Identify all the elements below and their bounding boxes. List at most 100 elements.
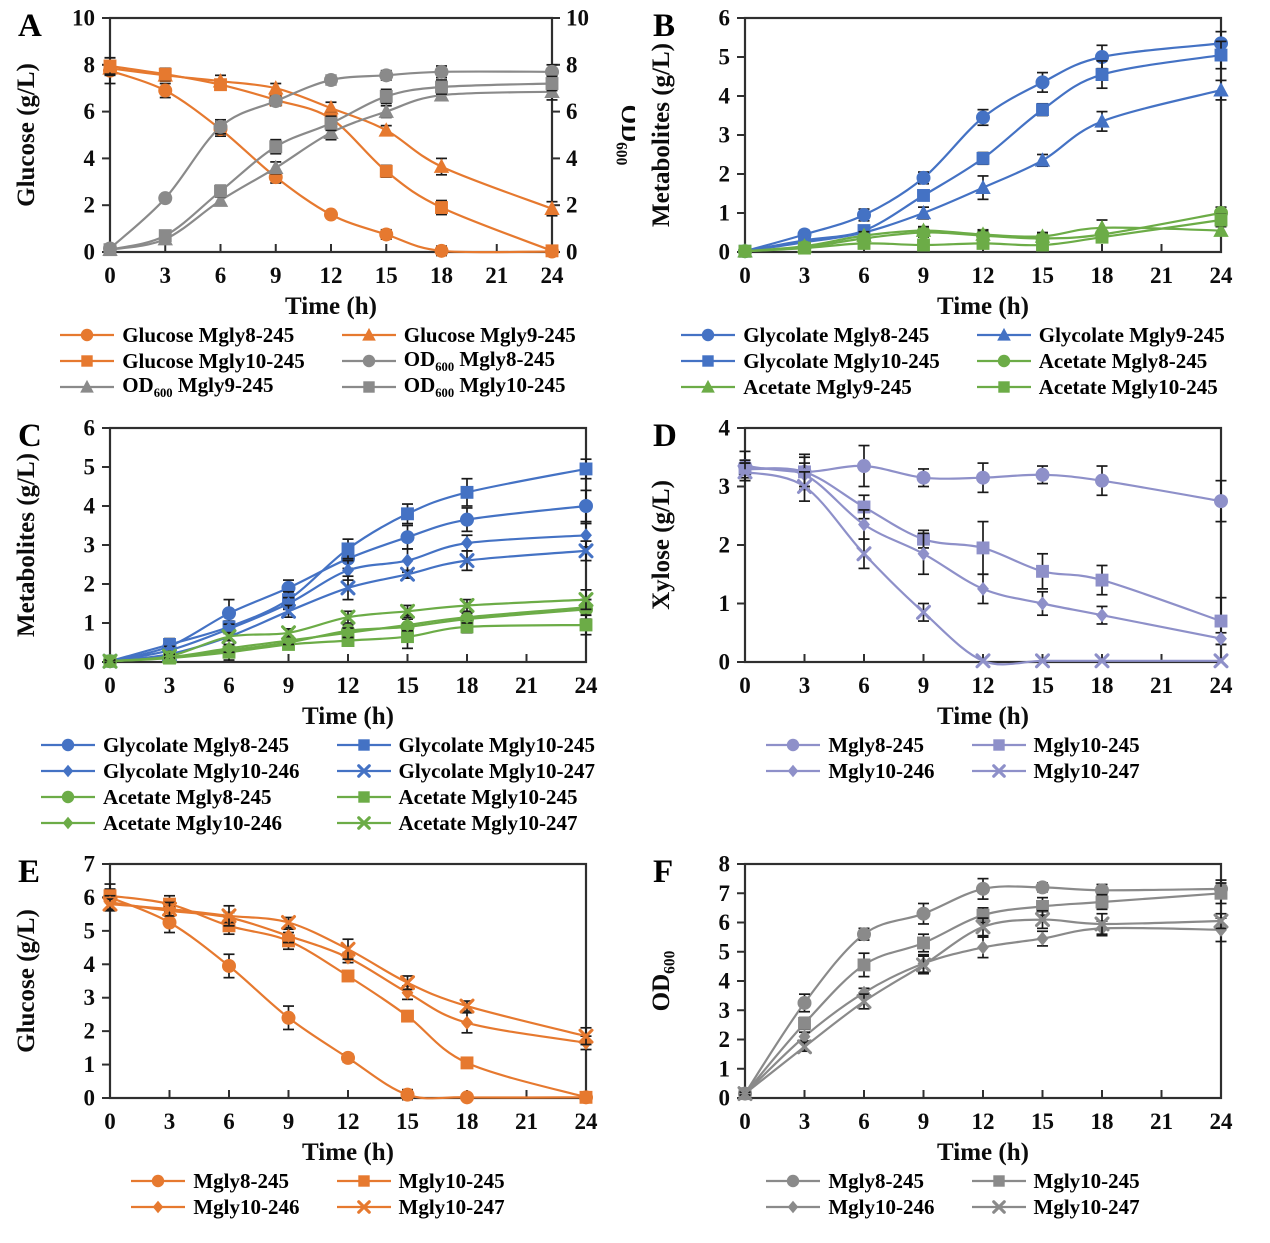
y-tick-label: 4 [84, 952, 96, 977]
x-tick-label: 6 [858, 673, 870, 698]
x-tick-label: 15 [1031, 673, 1054, 698]
x-tick-label: 21 [515, 1109, 538, 1134]
y-axis-title: Xylose (g/L) [648, 480, 675, 610]
legend-label: Glucose Mgly8-245 [122, 322, 295, 347]
y-tick-label: 8 [84, 52, 96, 77]
y-tick-label: 4 [84, 146, 96, 171]
legend-item-od600-mgly8-245: OD600 Mgly8-245 [341, 346, 576, 375]
y-tick-label: 1 [84, 1052, 96, 1077]
y-tick-label: 0 [84, 650, 96, 675]
legend-label: Mgly8-245 [828, 1168, 924, 1193]
y-tick-label: 4 [719, 416, 731, 441]
x-tick-label: 15 [396, 673, 419, 698]
legend-marker-sample [336, 1175, 391, 1187]
panel-f: F 0 1 2 3 4 5 6 7 8 OD600 0 3 6 9 12 15 18 21 24 Time (h) M… [635, 848, 1270, 1232]
legend-label: Glycolate Mgly10-247 [398, 758, 596, 783]
series-od600-mgly8-245 [103, 63, 559, 256]
y-right-tick-label: 0 [566, 240, 578, 265]
series-od600-mgly10-245 [103, 75, 559, 257]
series-markers [102, 592, 594, 669]
series-markers [103, 77, 559, 257]
panel-a: A 0 2 4 6 8 10 Glucose (g/L) 0 2 4 6 8 10 OD600 0 3 6 9 12… [0, 2, 635, 412]
series-glycolate-mgly10-247 [102, 540, 594, 669]
x-tick-label: 18 [430, 263, 453, 288]
legend-label: Acetate Mgly10-246 [102, 810, 282, 835]
y-tick-label: 10 [72, 6, 95, 31]
legend-label: OD600 Mgly9-245 [122, 372, 274, 401]
y-tick-label: 2 [84, 1019, 96, 1044]
legend-label: Glucose Mgly9-245 [403, 322, 576, 347]
x-tick-label: 21 [1150, 673, 1173, 698]
legend-item-od600-mgly9-245: OD600 Mgly9-245 [59, 372, 305, 401]
legend-label: Mgly8-245 [828, 732, 924, 757]
legend-item-mgly8-245: Mgly8-245 [130, 1168, 299, 1194]
series-line [109, 894, 587, 1099]
x-tick-label: 0 [739, 263, 751, 288]
x-tick-label: 3 [799, 263, 811, 288]
legend-item-mgly10-245: Mgly10-245 [336, 1168, 505, 1194]
legend-label: OD600 Mgly8-245 [403, 346, 556, 375]
x-axis-title: Time (h) [937, 1139, 1029, 1166]
legend-item-mgly10-245: Mgly10-245 [971, 732, 1140, 758]
legend-marker-sample [341, 354, 396, 368]
legend-item-mgly10-247: Mgly10-247 [336, 1194, 505, 1220]
legend-item-mgly10-246: Mgly10-246 [765, 1194, 935, 1220]
y-tick-label: 5 [719, 45, 731, 70]
x-tick-label: 9 [918, 673, 930, 698]
legend-marker-sample [40, 816, 95, 830]
x-tick-label: 12 [337, 673, 360, 698]
panel-c-letter: C [18, 418, 42, 454]
x-axis-title: Time (h) [285, 293, 377, 320]
legend-label: Acetate Mgly9-245 [743, 374, 912, 399]
legend-item-acetate-mgly10-245: Acetate Mgly10-245 [336, 784, 596, 810]
legend-marker-sample [131, 1174, 186, 1188]
legend-label: Mgly10-246 [828, 758, 935, 783]
y-tick-label: 1 [84, 611, 96, 636]
legend-marker-sample [60, 379, 115, 393]
x-axis-title: Time (h) [937, 293, 1029, 320]
legend-marker-sample [40, 764, 95, 778]
panel-c: C 0 1 2 3 4 5 6 Metabolites (g/L) 0 3 6 9 12 15 18 21 24… [0, 412, 635, 848]
legend-marker-sample [766, 738, 821, 752]
series-markers [738, 213, 1228, 258]
x-tick-label: 12 [972, 263, 995, 288]
x-tick-label: 15 [1031, 1109, 1054, 1134]
error-bars [104, 56, 558, 255]
series-markers [737, 464, 1229, 669]
x-tick-label: 12 [320, 263, 343, 288]
legend-marker-sample [40, 738, 95, 752]
y-axis-left: 0 2 4 6 8 10 [72, 6, 110, 265]
series-mgly10-246 [739, 917, 1227, 1101]
x-tick-label: 3 [160, 263, 172, 288]
legend-label: Acetate Mgly10-247 [398, 810, 578, 835]
legend-marker-sample [766, 1174, 821, 1188]
y-tick-label: 3 [719, 998, 731, 1023]
series-mgly10-247 [737, 462, 1229, 669]
y-tick-label: 2 [84, 572, 96, 597]
x-tick-label: 3 [164, 1109, 176, 1134]
x-axis: 0 3 6 9 12 15 18 21 24 Time (h) [104, 244, 564, 320]
x-tick-label: 9 [918, 1109, 930, 1134]
legend-item-glycolate-mgly9-245: Glycolate Mgly9-245 [976, 322, 1225, 348]
series-mgly10-247 [737, 909, 1229, 1102]
legend-label: OD600 Mgly10-245 [403, 372, 566, 401]
x-tick-label: 15 [1031, 263, 1054, 288]
legend-item-acetate-mgly8-245: Acetate Mgly8-245 [976, 348, 1225, 374]
y-tick-label: 0 [719, 650, 731, 675]
y-tick-label: 5 [84, 918, 96, 943]
series-glycolate-mgly8-245 [738, 30, 1228, 259]
x-tick-label: 15 [396, 1109, 419, 1134]
y-tick-label: 1 [719, 591, 731, 616]
x-tick-label: 18 [456, 673, 479, 698]
x-tick-label: 0 [739, 673, 751, 698]
y-tick-label: 6 [84, 416, 96, 441]
legend-item-glycolate-mgly10-246: Glycolate Mgly10-246 [40, 758, 300, 784]
series-mgly8-245 [738, 444, 1228, 523]
x-tick-label: 18 [1091, 1109, 1114, 1134]
error-bars [104, 888, 473, 1068]
